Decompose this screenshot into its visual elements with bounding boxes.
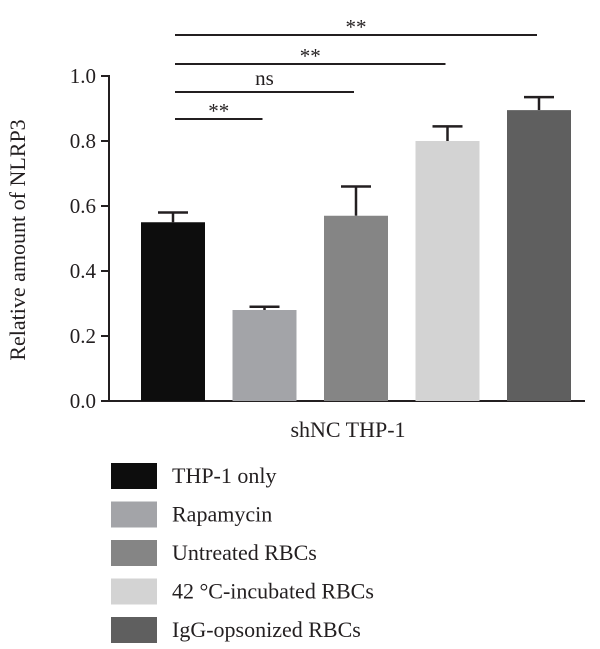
x-axis-label: shNC THP-1 [290, 417, 405, 442]
legend-label: Untreated RBCs [172, 540, 317, 565]
legend-swatch [111, 463, 157, 489]
legend: THP-1 only Rapamycin Untreated RBCs 42 °C-i… [111, 463, 374, 643]
bar [232, 310, 297, 401]
legend-label: 42 °C-incubated RBCs [172, 579, 374, 604]
legend-swatch [111, 617, 157, 643]
legend-label: IgG-opsonized RBCs [172, 617, 361, 642]
bar [141, 222, 205, 401]
y-tick-label: 0.0 [70, 389, 96, 413]
y-tick-label: 1.0 [70, 64, 96, 88]
bar [507, 110, 571, 401]
legend-swatch [111, 540, 157, 566]
significance-label: ns [255, 66, 274, 90]
significance-brackets: ** ns ** ** [175, 15, 537, 123]
bar [324, 215, 388, 401]
legend-label: Rapamycin [172, 502, 272, 527]
y-tick-label: 0.6 [70, 194, 96, 218]
legend-swatch [111, 578, 157, 605]
bar [415, 141, 480, 401]
legend-swatch [111, 501, 157, 528]
significance-label: ** [208, 99, 229, 123]
y-axis: 0.0 0.2 0.4 0.6 0.8 1.0 [70, 64, 585, 413]
y-axis-label: Relative amount of NLRP3 [5, 119, 30, 360]
y-tick-label: 0.2 [70, 324, 96, 348]
significance-label: ** [300, 44, 321, 68]
y-tick-label: 0.4 [70, 259, 97, 283]
y-tick-label: 0.8 [70, 129, 96, 153]
bars [141, 95, 571, 401]
legend-label: THP-1 only [172, 463, 277, 488]
significance-label: ** [346, 15, 367, 39]
